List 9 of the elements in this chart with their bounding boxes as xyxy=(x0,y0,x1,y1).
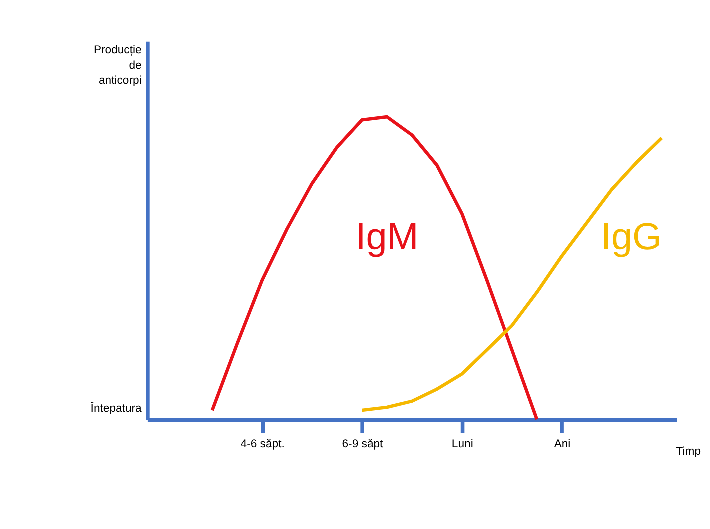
x-tick-label: 4-6 săpt. xyxy=(240,438,285,450)
text: Întepatura xyxy=(90,402,143,416)
x-tick-label: Ani xyxy=(554,438,571,450)
text: Producție de anticorpi xyxy=(94,44,142,87)
x-tick-label: Luni xyxy=(452,438,474,450)
x-tick-label: 6-9 săpt xyxy=(342,438,384,450)
series-label: IgG xyxy=(601,216,662,258)
series-label: IgM xyxy=(356,216,419,258)
x-axis-title: Timp xyxy=(676,446,702,458)
